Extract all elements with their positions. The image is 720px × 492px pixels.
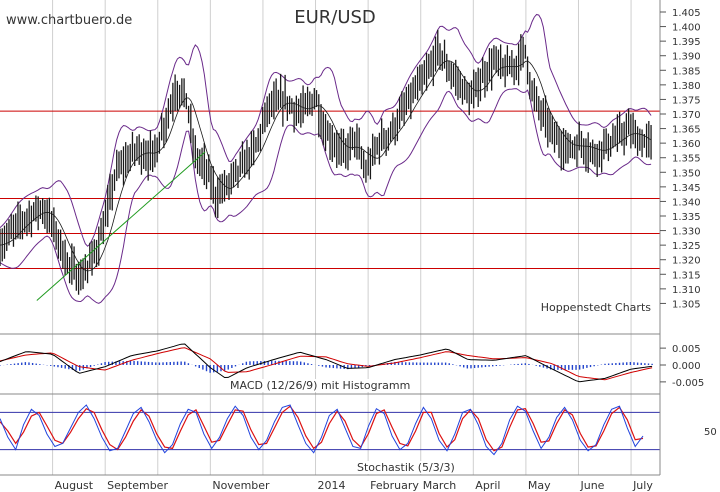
credit-label: Hoppenstedt Charts	[541, 301, 652, 314]
x-axis-label: April	[475, 479, 500, 492]
price-tick-label: 1.375	[672, 95, 701, 106]
x-axis-label: March	[423, 479, 457, 492]
stochastic-d-line	[0, 405, 644, 452]
macd-tick-label: 0.000	[672, 361, 701, 372]
price-tick-label: 1.400	[672, 23, 701, 34]
x-axis-label: August	[55, 479, 94, 492]
chart-title: EUR/USD	[294, 7, 376, 28]
stochastic-levels	[0, 411, 660, 451]
price-tick-label: 1.315	[672, 270, 701, 281]
price-tick-label: 1.320	[672, 256, 701, 267]
bollinger-bands	[0, 13, 652, 304]
price-tick-label: 1.380	[672, 81, 701, 92]
price-tick-label: 1.385	[672, 66, 701, 77]
macd-histogram	[0, 360, 653, 373]
price-tick-label: 1.305	[672, 299, 701, 310]
price-tick-label: 1.350	[672, 168, 701, 179]
macd-tick-label: 0.005	[672, 344, 701, 355]
x-axis-label: February	[370, 479, 419, 492]
macd-panel: MACD (12/26/9) mit Histogramm	[0, 343, 660, 395]
price-tick-label: 1.370	[672, 110, 701, 121]
price-tick-label: 1.355	[672, 154, 701, 165]
vertical-gridlines	[52, 0, 632, 475]
macd-label-bg	[228, 379, 414, 392]
x-axis: August September November 2014 February March…	[55, 479, 654, 492]
macd-line	[0, 343, 653, 383]
x-axis-label: September	[107, 479, 168, 492]
price-tick-label: 1.395	[672, 37, 701, 48]
stochastic-k-line	[0, 404, 644, 456]
x-axis-label: July	[632, 479, 653, 492]
stochastic-panel: Stochastik (5/3/3)	[0, 404, 660, 476]
price-panel: www.chartbuero.de EUR/USD Hoppenstedt Ch…	[0, 7, 660, 335]
price-tick-label: 1.340	[672, 197, 701, 208]
price-tick-label: 1.365	[672, 125, 701, 136]
price-tick-label: 1.335	[672, 212, 701, 223]
price-tick-label: 1.360	[672, 139, 701, 150]
stochastic-tick-label: 50	[704, 427, 717, 438]
macd-label: MACD (12/26/9) mit Histogramm	[230, 379, 410, 392]
price-tick-label: 1.405	[672, 8, 701, 19]
price-tick-label: 1.390	[672, 52, 701, 63]
stochastic-label: Stochastik (5/3/3)	[357, 461, 455, 474]
watermark: www.chartbuero.de	[6, 13, 132, 28]
x-axis-label: November	[212, 479, 270, 492]
trendline	[36, 151, 206, 301]
lower-band	[0, 88, 652, 304]
price-tick-label: 1.310	[672, 285, 701, 296]
price-tick-label: 1.330	[672, 227, 701, 238]
upper-band	[0, 13, 652, 247]
right-axis: 1.405 1.400 1.395 1.390 1.385 1.380 1.375 1.370…	[659, 0, 717, 475]
price-tick-label: 1.345	[672, 183, 701, 194]
macd-tick-label: -0.005	[672, 378, 704, 389]
middle-band	[0, 60, 652, 272]
macd-signal-line	[0, 347, 653, 381]
x-axis-label: May	[528, 479, 551, 492]
stochastic-label-bg	[355, 461, 453, 474]
price-bars	[0, 29, 652, 295]
price-tick-label: 1.325	[672, 241, 701, 252]
x-axis-label: 2014	[318, 479, 346, 492]
x-axis-label: June	[579, 479, 604, 492]
